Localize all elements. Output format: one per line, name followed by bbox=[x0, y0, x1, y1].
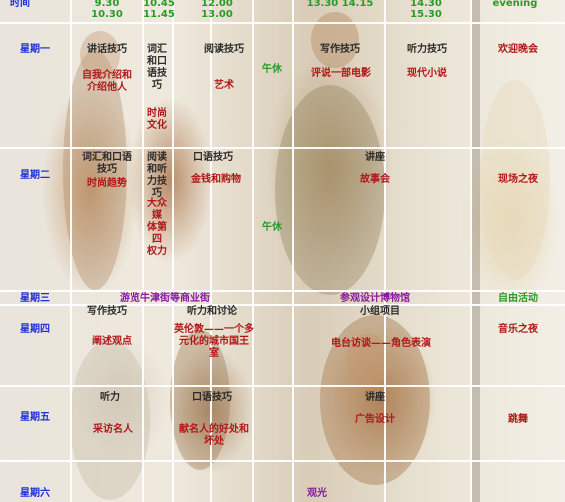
grid-v-5 bbox=[252, 0, 254, 502]
model-right-figure bbox=[480, 80, 550, 280]
tue-evening: 现场之夜 bbox=[498, 174, 538, 185]
grid-v-4 bbox=[210, 0, 212, 502]
mon-lunch: 午休 bbox=[262, 64, 282, 75]
model-center-figure bbox=[275, 85, 385, 295]
grid-v-7 bbox=[384, 0, 386, 502]
mon-c-title: 阅读技巧 bbox=[204, 44, 244, 55]
tue-b-title: 阅读 和听 力技 巧 bbox=[147, 152, 167, 199]
tue-a-title: 词汇和口语 技巧 bbox=[82, 152, 132, 175]
grid-v-6 bbox=[292, 0, 294, 502]
tue-d-sub: 故事会 bbox=[360, 174, 390, 185]
grid-h-6 bbox=[0, 460, 565, 462]
thu-d-sub: 电台访谈——角色表演 bbox=[331, 338, 431, 349]
grid-v-1 bbox=[70, 0, 72, 502]
grid-h-2 bbox=[0, 147, 565, 149]
mon-b-sub: 时尚 文化 bbox=[147, 108, 167, 131]
header-time: 时间 bbox=[10, 0, 30, 9]
mon-b-title: 词汇 和口 语技 巧 bbox=[147, 44, 167, 91]
header-slot-6: evening bbox=[492, 0, 538, 9]
header-slot-5: 14.30 15.30 bbox=[410, 0, 442, 20]
fri-b-sub: 献名人的好处和 坏处 bbox=[179, 424, 249, 447]
model-left-figure bbox=[63, 50, 127, 290]
header-slot-3: 12.00 13.00 bbox=[201, 0, 233, 20]
fri-a-title: 听力 bbox=[100, 392, 120, 403]
header-slot-4: 13.30 14.15 bbox=[306, 0, 374, 9]
mon-evening: 欢迎晚会 bbox=[498, 44, 538, 55]
sat-activity: 观光 bbox=[307, 488, 327, 499]
day-tuesday: 星期二 bbox=[20, 170, 50, 181]
wed-trip: 游览牛津街等商业街 bbox=[120, 293, 210, 304]
header-slot-2: 10.45 11.45 bbox=[143, 0, 175, 20]
header-slot-1: 9.30 10.30 bbox=[91, 0, 123, 20]
day-saturday: 星期六 bbox=[20, 488, 50, 499]
model-bottom-right-head bbox=[346, 334, 390, 386]
mon-e-title: 听力技巧 bbox=[407, 44, 447, 55]
thu-b-sub: 英伦敦——一个多 元化的城市国王 室 bbox=[174, 324, 254, 359]
thu-a-title: 写作技巧 bbox=[87, 306, 127, 317]
tue-lunch: 午休 bbox=[262, 222, 282, 233]
wed-design: 参观设计博物馆 bbox=[340, 293, 410, 304]
model-bottom-mid bbox=[170, 330, 230, 470]
dark-band-right bbox=[470, 0, 480, 502]
fri-evening: 跳舞 bbox=[508, 414, 528, 425]
mon-e-sub: 现代小说 bbox=[407, 68, 447, 79]
thu-d-title: 小组项目 bbox=[360, 306, 400, 317]
grid-h-4 bbox=[0, 304, 565, 306]
fri-b-title: 口语技巧 bbox=[192, 392, 232, 403]
tue-a-sub: 时尚趋势 bbox=[87, 178, 127, 189]
model-left-head bbox=[80, 31, 120, 79]
grid-h-3 bbox=[0, 290, 565, 292]
tue-c-title: 口语技巧 bbox=[193, 152, 233, 163]
tue-d-title: 讲座 bbox=[365, 152, 385, 163]
mon-a-sub: 自我介绍和 介绍他人 bbox=[82, 70, 132, 93]
grid-h-1 bbox=[0, 22, 565, 24]
day-wednesday: 星期三 bbox=[20, 293, 50, 304]
fri-a-sub: 采访名人 bbox=[93, 424, 133, 435]
mon-d-title: 写作技巧 bbox=[320, 44, 360, 55]
mon-d-sub: 评说一部电影 bbox=[311, 68, 371, 79]
mon-c-sub: 艺术 bbox=[214, 80, 234, 91]
thu-a-sub: 阐述观点 bbox=[92, 336, 132, 347]
grid-h-5 bbox=[0, 385, 565, 387]
mon-a-title: 讲话技巧 bbox=[87, 44, 127, 55]
model-bottom-left bbox=[70, 340, 150, 500]
grid-v-8 bbox=[470, 0, 472, 502]
day-monday: 星期一 bbox=[20, 44, 50, 55]
fri-d-sub: 广告设计 bbox=[355, 414, 395, 425]
grid-v-2 bbox=[142, 0, 144, 502]
model-center-head bbox=[311, 12, 359, 68]
thu-evening: 音乐之夜 bbox=[498, 324, 538, 335]
thu-b-title: 听力和讨论 bbox=[187, 306, 237, 317]
wed-evening: 自由活动 bbox=[498, 293, 538, 304]
tue-b-sub: 大众 媒 体第四 权力 bbox=[147, 198, 167, 257]
day-friday: 星期五 bbox=[20, 412, 50, 423]
grid-v-3 bbox=[172, 0, 174, 502]
fri-d-title: 讲座 bbox=[365, 392, 385, 403]
tue-c-sub: 金钱和购物 bbox=[191, 174, 241, 185]
day-thursday: 星期四 bbox=[20, 324, 50, 335]
